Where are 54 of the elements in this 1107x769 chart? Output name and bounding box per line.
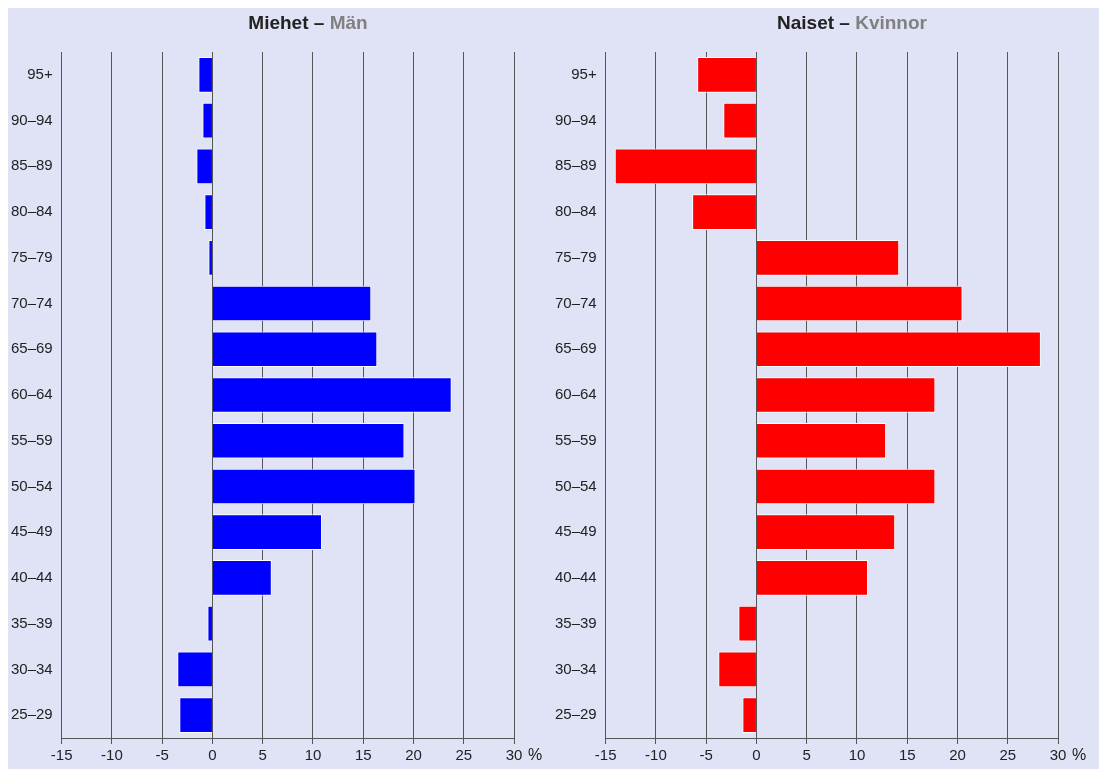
x-tick-label: 30 — [1049, 746, 1067, 764]
y-tick-label: 85–89 — [10, 156, 53, 174]
x-tick-label: 30 — [505, 746, 523, 764]
x-axis-title: % — [1072, 746, 1087, 764]
x-tick-label: 25 — [455, 746, 473, 764]
x-tick-label: -15 — [594, 746, 617, 764]
x-tick-label: 5 — [802, 746, 811, 764]
x-tick-label: 5 — [258, 746, 267, 764]
y-tick-label: 75–79 — [10, 247, 53, 265]
x-tick-label: 20 — [405, 746, 422, 764]
x-tick-label: 0 — [752, 746, 761, 764]
y-tick-label: 70–74 — [554, 293, 597, 311]
x-tick-label: -15 — [50, 746, 73, 764]
x-tick-label: 15 — [354, 746, 372, 764]
y-tick-label: 30–34 — [554, 659, 597, 677]
y-tick-label: 95+ — [27, 65, 53, 83]
y-tick-label: 25–29 — [554, 705, 597, 723]
x-tick-label: 15 — [898, 746, 916, 764]
y-tick-label: 85–89 — [554, 156, 597, 174]
x-tick-label: 0 — [208, 746, 217, 764]
x-axis-title: % — [528, 746, 543, 764]
y-tick-label: 35–39 — [554, 613, 597, 631]
y-tick-label: 40–44 — [554, 568, 597, 586]
y-tick-label: 30–34 — [10, 659, 53, 677]
y-tick-label: 70–74 — [10, 293, 53, 311]
y-tick-label: 25–29 — [10, 705, 53, 723]
x-tick-label: 20 — [949, 746, 966, 764]
x-tick-label: -10 — [101, 746, 123, 764]
chart-title: Naiset – Kvinnor — [777, 12, 927, 33]
y-tick-label: 65–69 — [10, 339, 53, 357]
x-tick-label: -5 — [155, 746, 169, 764]
x-tick-label: -5 — [699, 746, 713, 764]
y-tick-label: 55–59 — [554, 430, 597, 448]
x-tick-label: 10 — [304, 746, 322, 764]
chart-title: Miehet – Män — [248, 12, 368, 33]
y-tick-label: 55–59 — [10, 430, 53, 448]
x-tick-label: 10 — [848, 746, 866, 764]
y-tick-label: 80–84 — [10, 202, 53, 220]
y-tick-label: 50–54 — [10, 476, 53, 494]
y-tick-label: 65–69 — [554, 339, 597, 357]
y-tick-label: 45–49 — [554, 522, 597, 540]
y-tick-label: 35–39 — [10, 613, 53, 631]
y-tick-label: 60–64 — [10, 385, 53, 403]
y-tick-label: 90–94 — [554, 110, 597, 128]
y-tick-label: 90–94 — [10, 110, 53, 128]
y-tick-label: 80–84 — [554, 202, 597, 220]
y-tick-label: 60–64 — [554, 385, 597, 403]
x-tick-label: 25 — [999, 746, 1017, 764]
y-tick-label: 75–79 — [554, 247, 597, 265]
y-tick-label: 95+ — [571, 65, 597, 83]
y-tick-label: 50–54 — [554, 476, 597, 494]
y-tick-label: 40–44 — [10, 568, 53, 586]
y-tick-label: 45–49 — [10, 522, 53, 540]
x-tick-label: -10 — [645, 746, 667, 764]
